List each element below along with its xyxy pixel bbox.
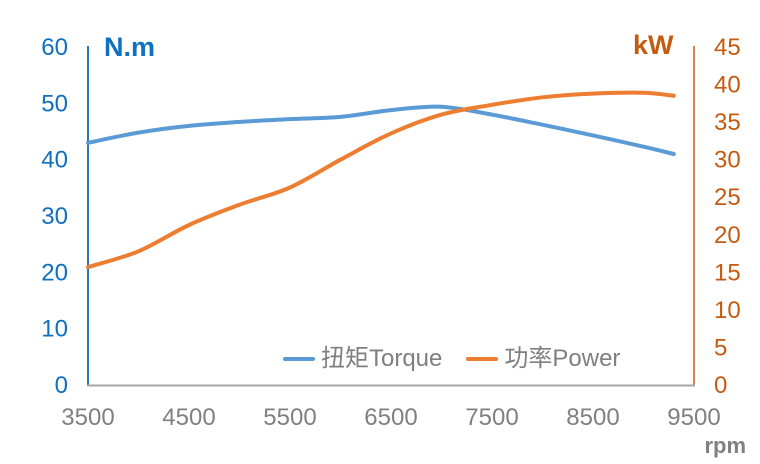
series-line-power (86, 90, 676, 270)
legend-item-torque: 扭矩Torque (283, 346, 442, 372)
right-axis-tick-label: 40 (714, 72, 741, 99)
right-axis-tick-label: 10 (714, 297, 741, 324)
power-series-label: 功率Power (504, 345, 621, 372)
torque-series-label: 扭矩Torque (321, 345, 443, 372)
right-axis-tick-label: 20 (714, 222, 741, 249)
legend-item-power: 功率Power (466, 346, 620, 372)
right-axis-tick-label: 25 (714, 184, 741, 211)
left-axis-tick-label: 10 (41, 316, 68, 343)
left-axis-tick-label: 30 (41, 203, 68, 230)
right-axis-tick-label: 0 (714, 372, 727, 399)
x-axis-tick-label: 5500 (263, 404, 316, 431)
x-axis-title: rpm (704, 433, 746, 458)
right-axis-tick-label: 5 (714, 334, 727, 361)
series-line-torque (86, 104, 676, 156)
right-axis-tick-label: 35 (714, 109, 741, 136)
right-axis-title: kW (633, 30, 674, 60)
x-axis-tick-label: 8500 (566, 404, 619, 431)
x-axis-tick-label: 3500 (61, 404, 114, 431)
torque-series-swatch (283, 357, 315, 361)
left-axis-title: N.m (104, 32, 156, 62)
left-axis-tick-label: 0 (55, 372, 68, 399)
right-axis-tick-label: 15 (714, 259, 741, 286)
power-series-swatch (466, 357, 499, 361)
x-axis-tick-label: 6500 (364, 404, 417, 431)
left-axis-tick-label: 20 (41, 259, 68, 286)
x-axis-tick-label: 4500 (162, 404, 215, 431)
x-axis-tick-label: 9500 (667, 404, 720, 431)
left-axis-tick-label: 50 (41, 90, 68, 117)
left-axis-tick-label: 60 (41, 34, 68, 61)
right-axis-tick-label: 45 (714, 34, 741, 61)
x-axis-tick-label: 7500 (465, 404, 518, 431)
left-axis-tick-label: 40 (41, 147, 68, 174)
chart-legend: 扭矩Torque 功率Power (283, 346, 620, 372)
right-axis-tick-label: 30 (714, 147, 741, 174)
